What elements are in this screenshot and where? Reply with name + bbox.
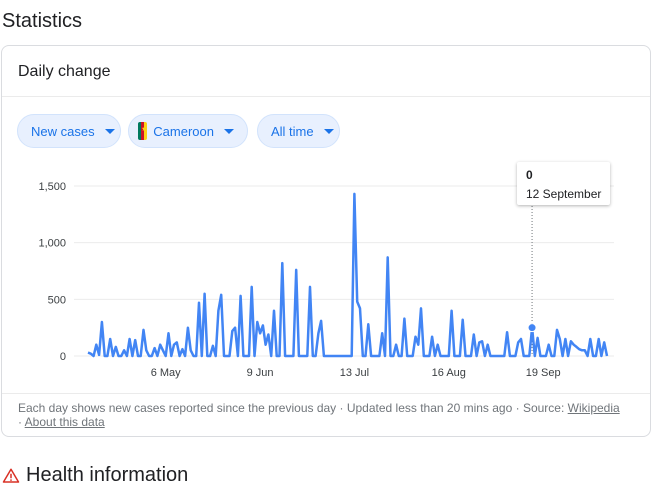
dropdown-arrow-icon [323,128,334,134]
metric-dropdown[interactable]: New cases [17,114,121,148]
y-tick-label: 500 [48,294,66,306]
range-label: All time [271,123,314,139]
footer-divider [2,393,650,394]
footer-separator: · [18,415,22,429]
health-info-heading: Health information [2,464,188,487]
y-tick-label: 1,500 [38,181,66,193]
country-dropdown[interactable]: Cameroon [128,114,248,148]
tooltip-date: 12 September [526,187,602,201]
x-tick-label: 16 Aug [432,367,466,379]
highlight-point [527,323,537,333]
y-tick-label: 0 [60,351,66,363]
x-tick-label: 6 May [151,367,181,379]
dropdown-arrow-icon [224,128,234,134]
daily-change-chart[interactable]: 1,500 1,000 500 0 6 May 9 Jun 13 Jul 16 Aug 19 S… [2,156,650,391]
stats-card: Daily change New cases Cameroon All time… [1,45,651,437]
series-line [87,192,609,358]
warning-icon [2,468,20,483]
y-tick-label: 1,000 [38,238,66,250]
time-range-dropdown[interactable]: All time [257,114,340,148]
health-info-title: Health information [26,464,189,486]
wikipedia-link[interactable]: Wikipedia [567,401,620,415]
tooltip-value: 0 [526,168,533,182]
cameroon-flag-icon [138,122,148,140]
chart-tooltip: 0 12 September [517,162,610,205]
card-footer: Each day shows new cases reported since … [18,401,638,429]
footer-text: Each day shows new cases reported since … [18,401,513,415]
x-tick-label: 19 Sep [526,367,561,379]
country-label: Cameroon [153,123,214,139]
source-prefix: · Source: [515,401,565,415]
about-data-link[interactable]: About this data [24,415,105,429]
card-title: Daily change [2,46,650,97]
x-tick-label: 9 Jun [247,367,274,379]
x-tick-label: 13 Jul [340,367,369,379]
metric-label: New cases [31,123,95,139]
dropdown-arrow-icon [104,128,115,134]
page-title: Statistics [2,10,83,32]
